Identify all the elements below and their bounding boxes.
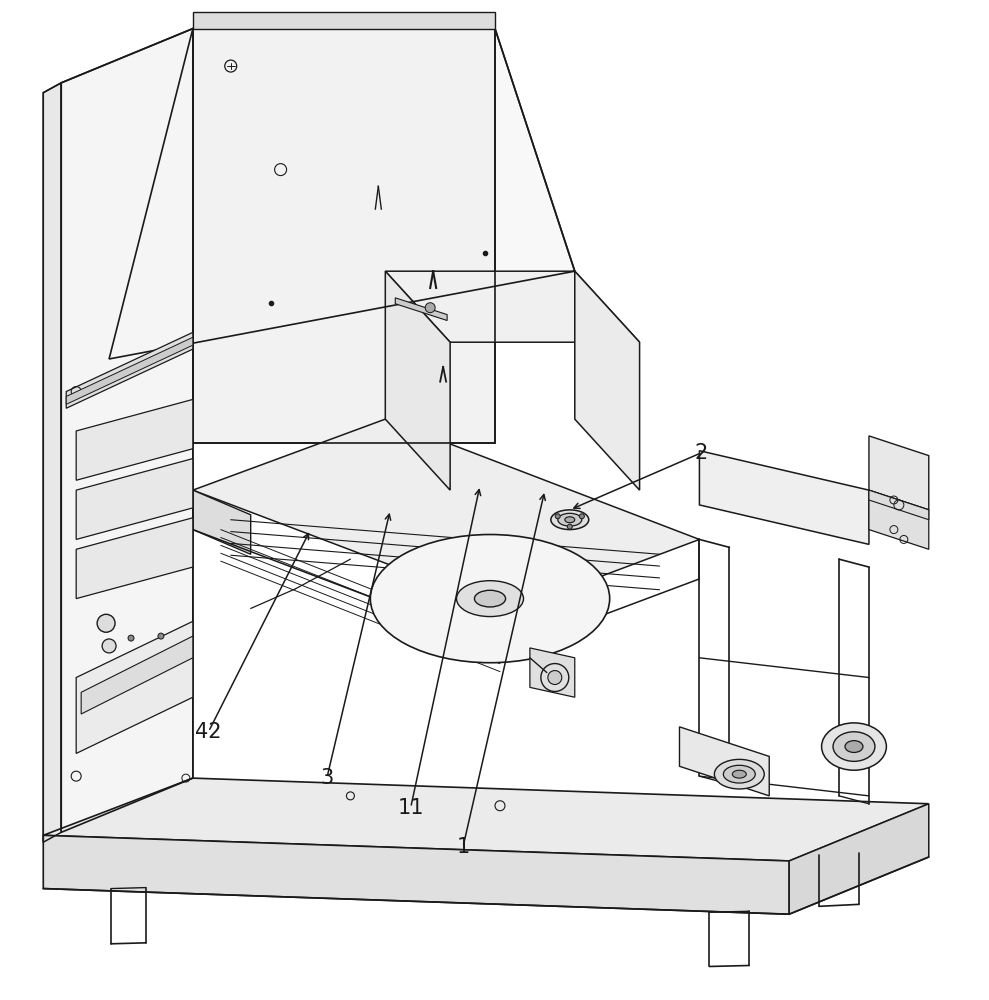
Circle shape xyxy=(97,614,115,632)
Circle shape xyxy=(555,514,560,519)
Polygon shape xyxy=(193,29,495,443)
Ellipse shape xyxy=(370,535,609,663)
Ellipse shape xyxy=(457,581,523,617)
Circle shape xyxy=(102,639,116,653)
Polygon shape xyxy=(81,636,193,714)
Ellipse shape xyxy=(833,732,875,761)
Text: 42: 42 xyxy=(195,722,222,742)
Polygon shape xyxy=(44,778,929,861)
Polygon shape xyxy=(193,490,250,554)
Circle shape xyxy=(548,671,562,685)
Polygon shape xyxy=(575,271,640,490)
Polygon shape xyxy=(193,419,699,610)
Polygon shape xyxy=(869,490,929,520)
Ellipse shape xyxy=(551,510,588,530)
Polygon shape xyxy=(699,451,869,544)
Polygon shape xyxy=(109,29,575,359)
Ellipse shape xyxy=(723,765,756,783)
Polygon shape xyxy=(76,399,193,480)
Circle shape xyxy=(425,303,435,313)
Ellipse shape xyxy=(714,759,764,789)
Polygon shape xyxy=(76,621,193,753)
Polygon shape xyxy=(76,518,193,599)
Text: 3: 3 xyxy=(320,768,333,788)
Polygon shape xyxy=(530,648,575,697)
Circle shape xyxy=(128,635,135,641)
Polygon shape xyxy=(76,459,193,539)
Polygon shape xyxy=(61,29,193,832)
Ellipse shape xyxy=(565,517,575,523)
Polygon shape xyxy=(869,436,929,510)
Polygon shape xyxy=(193,12,495,29)
Ellipse shape xyxy=(845,741,863,752)
Ellipse shape xyxy=(558,513,582,526)
Ellipse shape xyxy=(822,723,886,770)
Circle shape xyxy=(580,514,584,519)
Polygon shape xyxy=(396,298,447,321)
Polygon shape xyxy=(44,83,61,842)
Polygon shape xyxy=(44,835,789,914)
Polygon shape xyxy=(386,271,640,342)
Ellipse shape xyxy=(475,590,505,607)
Polygon shape xyxy=(869,490,929,549)
Polygon shape xyxy=(679,727,769,796)
Polygon shape xyxy=(66,337,193,404)
Text: 2: 2 xyxy=(695,443,708,463)
Polygon shape xyxy=(789,804,929,914)
Ellipse shape xyxy=(732,770,747,778)
Polygon shape xyxy=(66,332,193,408)
Polygon shape xyxy=(386,271,450,490)
Text: 1: 1 xyxy=(456,837,470,857)
Text: 11: 11 xyxy=(398,798,424,818)
Circle shape xyxy=(568,524,573,529)
Circle shape xyxy=(158,633,164,639)
